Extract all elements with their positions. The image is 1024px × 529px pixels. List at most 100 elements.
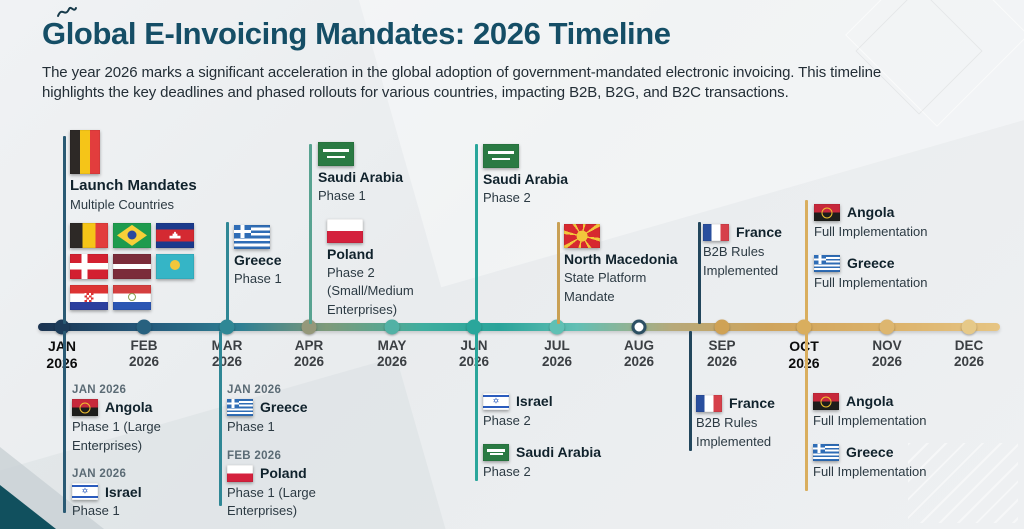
connector-above-oct <box>805 200 808 324</box>
timeline-dot-oct <box>796 319 812 335</box>
connector-below-jun <box>475 331 478 481</box>
phase-detail: Full Implementation <box>813 413 927 428</box>
country-name: Greece <box>847 255 895 272</box>
israel-flag-icon <box>483 393 509 410</box>
belgium-flag-icon <box>70 130 100 174</box>
connector-above-jan <box>63 136 66 324</box>
page-subtitle: The year 2026 marks a significant accele… <box>42 64 882 102</box>
timeline-axis <box>38 323 1000 331</box>
entry-jan-column-below: JAN 2026 Angola Phase 1 (Large Enterpris… <box>72 384 161 519</box>
connector-above-apr <box>309 144 312 324</box>
timeline-dot-jan <box>54 319 70 335</box>
entry-poland-phase2: Poland Phase 2 (Small/Medium Enterprises… <box>327 218 414 318</box>
month-label-sep: SEP 2026 <box>706 338 738 369</box>
country-name: Israel <box>105 483 142 500</box>
poland-flag-icon <box>327 218 363 243</box>
angola-flag-icon <box>814 204 840 221</box>
phase-detail: Phase 2 <box>483 413 531 428</box>
entry-apr-column: Saudi Arabia Phase 1 Poland Phase 2 (Sma… <box>318 142 414 318</box>
connector-below-mar <box>219 331 222 506</box>
denmark-flag-icon <box>70 253 108 279</box>
phase-detail: Implemented <box>703 262 779 278</box>
timeline-dot-may <box>384 319 400 335</box>
phase-detail: Phase 1 <box>227 419 275 434</box>
month-label-aug: AUG 2026 <box>623 338 655 369</box>
saudi-arabia-flag-icon <box>483 443 509 461</box>
country-name: Saudi Arabia <box>516 444 602 461</box>
timeline-dot-dec <box>961 319 977 335</box>
month-label-nov: NOV 2026 <box>871 338 903 369</box>
entry-france-above: France B2B Rules Implemented <box>703 224 782 278</box>
entry-north-macedonia: North Macedonia State Platform Mandate <box>564 224 678 304</box>
entry-subtitle: Multiple Countries <box>70 197 175 213</box>
paraguay-flag-icon <box>113 284 151 310</box>
connector-above-jun <box>475 144 478 324</box>
month-label-jul: JUL 2026 <box>541 338 573 369</box>
phase-detail: Phase 2 <box>327 264 375 280</box>
phase-detail: (Small/Medium <box>327 283 414 299</box>
month-label-dec: DEC 2026 <box>953 338 985 369</box>
country-name: Angola <box>847 204 895 221</box>
entry-france-below: France B2B Rules Implemented <box>696 395 775 449</box>
angola-flag-icon <box>813 393 839 410</box>
north-macedonia-flag-icon <box>564 224 600 248</box>
phase-detail: State Platform <box>564 270 647 286</box>
phase-detail: Phase 2 <box>483 190 531 206</box>
entry-greece-phase1-above: Greece Phase 1 <box>234 225 282 287</box>
greece-flag-icon <box>813 443 839 461</box>
france-flag-icon <box>696 395 722 412</box>
timeline-dot-jul <box>549 319 565 335</box>
saudi-arabia-flag-icon <box>318 142 354 166</box>
entry-oct-column-above: Angola Full Implementation Greece Full I… <box>814 204 927 290</box>
timeline-dot-jun <box>466 319 482 335</box>
month-label-oct: OCT 2026 <box>788 338 820 371</box>
country-name: Angola <box>846 393 894 410</box>
phase-detail: Phase 2 <box>483 463 531 479</box>
phase-detail: Phase 1 (Large <box>72 419 161 434</box>
logo-mark-icon <box>57 6 77 17</box>
phase-detail: B2B Rules <box>703 244 765 259</box>
phase-detail: Phase 1 <box>234 271 282 287</box>
greece-flag-icon <box>227 399 253 416</box>
launch-countries-flag-grid <box>70 222 240 310</box>
greece-flag-icon <box>814 254 840 272</box>
connector-below-oct <box>805 331 808 491</box>
timeline-dot-aug <box>631 319 647 335</box>
entry-jun-column-below: Israel Phase 2 Saudi Arabia Phase 2 <box>483 393 601 479</box>
latvia-flag-icon <box>113 253 151 279</box>
phase-detail: Full Implementation <box>813 463 927 479</box>
timeline-dot-mar <box>219 319 235 335</box>
entry-oct-column-below: Angola Full Implementation Greece Full I… <box>813 393 926 479</box>
month-label-apr: APR 2026 <box>293 338 325 369</box>
connector-above-mar <box>226 222 229 324</box>
date-label: FEB 2026 <box>227 449 282 462</box>
entry-launch-mandates: Launch Mandates Multiple Countries <box>70 130 240 310</box>
date-label: JAN 2026 <box>72 384 127 396</box>
date-label: JAN 2026 <box>72 468 127 481</box>
phase-detail: Mandate <box>564 288 615 304</box>
poland-flag-icon <box>227 464 253 482</box>
country-name: Saudi Arabia <box>318 169 404 185</box>
cambodia-flag-icon <box>156 222 194 248</box>
brazil-flag-icon <box>113 222 151 248</box>
phase-detail: B2B Rules <box>696 415 758 430</box>
croatia-flag-icon <box>70 284 108 310</box>
timeline-dot-nov <box>879 319 895 335</box>
phase-detail: Enterprises) <box>327 301 398 317</box>
month-label-may: MAY 2026 <box>376 338 408 369</box>
phase-detail: Phase 1 <box>318 188 366 204</box>
month-label-jan: JAN 2026 <box>46 338 78 371</box>
country-name: North Macedonia <box>564 251 678 267</box>
connector-above-sep <box>698 222 701 324</box>
kazakhstan-flag-icon <box>156 253 194 279</box>
entry-mar-column-below: JAN 2026 Greece Phase 1 FEB 2026 Poland … <box>227 384 316 519</box>
entry-title: Launch Mandates <box>70 177 197 194</box>
country-name: Poland <box>260 465 307 482</box>
date-label: JAN 2026 <box>227 384 282 396</box>
country-name: Israel <box>516 393 553 410</box>
month-label-jun: JUN 2026 <box>458 338 490 369</box>
country-name: Poland <box>327 245 374 262</box>
connector-above-jul <box>557 222 560 324</box>
greece-flag-icon <box>234 225 270 249</box>
